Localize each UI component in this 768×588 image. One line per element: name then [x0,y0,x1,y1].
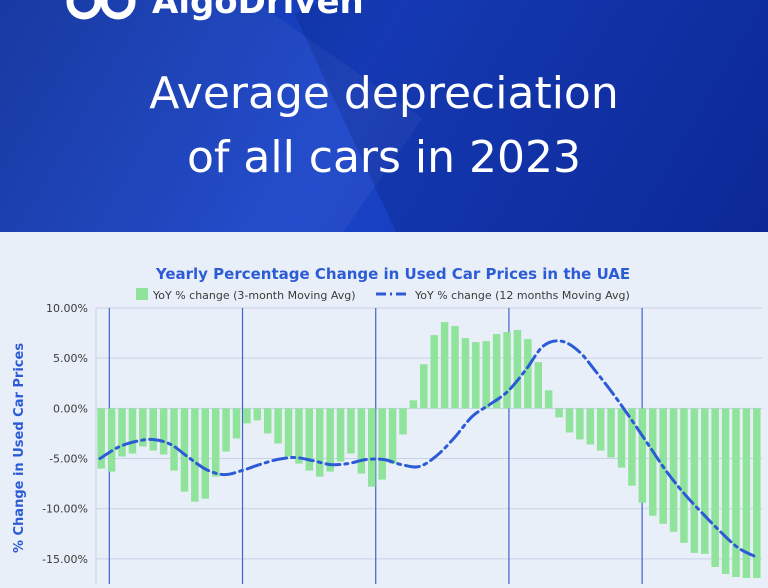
bar [711,408,719,567]
bar [243,408,251,424]
bar [638,408,647,503]
bar [680,408,688,543]
bar [451,326,459,409]
bar [544,390,553,409]
bar [159,408,168,455]
bar [565,408,574,433]
bar [326,408,334,472]
bar [222,408,230,452]
chart-title: Yearly Percentage Change in Used Car Pri… [155,265,630,283]
bar [232,408,241,439]
brand-logo: AlgoDriven [60,0,364,22]
bar [669,408,678,532]
bar [513,330,522,409]
header-banner: AlgoDriven Average depreciation of all c… [0,0,768,232]
bar [482,341,490,409]
bar [211,408,220,477]
bar [170,408,178,471]
bar [295,408,303,464]
logo-infinity-icon [66,0,136,20]
depreciation-chart: Yearly Percentage Change in Used Car Pri… [12,265,762,584]
bar [191,408,199,502]
bar [263,408,272,434]
bar [378,408,386,480]
bar [253,408,262,421]
bar [503,332,511,409]
bar [472,342,480,409]
bar [274,408,282,444]
bar [555,408,563,418]
bar [430,335,438,409]
bar [586,408,595,445]
bar [201,408,210,499]
bar [139,408,147,447]
bar [305,408,314,471]
bar [420,364,428,409]
y-axis-ticks: 10.00% 5.00% 0.00% -5.00% -10.00% -15.00% [42,302,88,566]
y-axis-label: % Change in Used Car Prices [12,343,27,553]
bar [118,408,126,457]
y-tick-label: 5.00% [53,352,88,365]
legend-line-label: YoY % change (12 months Moving Avg) [414,289,630,302]
bar [461,338,470,409]
y-tick-label: 0.00% [53,402,88,415]
bar [107,408,116,472]
y-tick-label: 10.00% [46,302,88,315]
bar [742,408,751,578]
headline-line-2: of all cars in 2023 [186,132,582,183]
bar [284,408,293,457]
bar [336,408,345,462]
legend-bar-swatch [136,288,148,300]
bar [701,408,709,554]
bar [399,408,407,435]
bar [388,408,397,464]
bar [628,408,636,486]
chart-panel: Yearly Percentage Change in Used Car Pri… [0,232,768,584]
brand-name: AlgoDriven [152,0,364,22]
bar [440,322,449,409]
bar [596,408,605,451]
bar [97,408,105,469]
legend: YoY % change (3-month Moving Avg) YoY % … [136,288,630,302]
y-tick-label: -5.00% [49,453,88,466]
headline-line-1: Average depreciation [149,68,619,119]
legend-bar-label: YoY % change (3-month Moving Avg) [152,289,356,302]
bar [409,400,418,409]
bar [368,408,376,487]
bar [357,408,366,474]
bar-series [97,322,761,578]
bar [753,408,761,578]
bar [347,408,355,454]
bar [180,408,189,492]
bar [576,408,584,440]
bar [524,339,532,409]
bar [648,408,657,516]
y-tick-label: -10.00% [42,503,88,516]
moving-average-line [98,339,758,559]
bar [534,362,543,409]
bar [721,408,730,574]
y-tick-label: -15.00% [42,553,88,566]
bar [732,408,740,577]
bar [149,408,157,451]
bar [492,334,501,409]
bar [315,408,324,477]
bar [617,408,626,468]
bar [128,408,137,454]
bar [607,408,615,458]
bar [690,408,699,553]
